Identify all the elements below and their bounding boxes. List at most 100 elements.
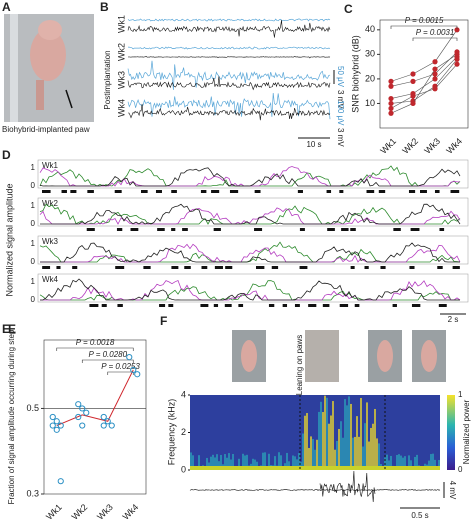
y-tick-label: 1: [31, 277, 36, 286]
colorbar: [447, 395, 455, 470]
step-marker: [229, 190, 239, 193]
trace: [39, 203, 461, 225]
step-marker: [42, 190, 51, 193]
step-marker: [130, 228, 139, 231]
spectrogram-col: [366, 402, 368, 470]
step-marker: [155, 190, 162, 193]
step-marker: [213, 304, 219, 307]
photo: [305, 330, 339, 382]
step-marker: [437, 266, 443, 269]
photo-mouse: [377, 340, 393, 372]
point: [410, 78, 416, 84]
trace: [319, 470, 376, 503]
trace: [127, 60, 331, 90]
spectrogram-col: [302, 433, 304, 470]
spectrogram-col: [300, 461, 302, 470]
step-marker: [452, 266, 460, 269]
point: [49, 422, 56, 429]
bracket: [81, 359, 134, 363]
bracket: [107, 371, 134, 375]
point: [432, 59, 438, 65]
y-tick-label: 40: [365, 24, 375, 34]
traces: Wk1 0 1 Wk2 0 1 Wk3 0 1 Wk4 0 1 2 s: [31, 159, 469, 324]
point: [410, 93, 416, 99]
point: [75, 401, 82, 408]
spectrogram-col: [434, 459, 436, 470]
point: [454, 51, 460, 57]
spectrogram-col: [246, 454, 248, 470]
panel-letter: A: [2, 0, 11, 14]
row-label: Wk3: [116, 71, 126, 89]
plot-frame: [379, 19, 469, 129]
step-marker: [438, 304, 447, 307]
colorbar-tick-label: 1: [458, 390, 463, 399]
spectrogram-col: [342, 437, 344, 470]
photo-detail: [10, 14, 18, 122]
step-marker: [214, 266, 223, 269]
step-marker: [171, 266, 179, 269]
spectrogram-col: [362, 446, 364, 470]
spectrogram-col: [340, 421, 342, 470]
series-line: [390, 59, 458, 104]
point: [432, 86, 438, 92]
spectrogram-col: [206, 457, 208, 470]
series-line: [390, 29, 458, 82]
point: [79, 405, 86, 412]
spectrogram-floor: [190, 466, 440, 470]
spectrogram-col: [232, 453, 234, 470]
series-line: [390, 51, 458, 87]
point: [432, 76, 438, 82]
trace: [39, 166, 460, 187]
spectrogram-col: [288, 461, 290, 470]
y-tick-label: 1: [31, 163, 36, 172]
point: [454, 61, 460, 67]
annotation: Leaning on paws: [295, 335, 304, 396]
step-marker: [420, 190, 427, 193]
step-marker: [354, 304, 360, 307]
spectrogram-col: [314, 449, 316, 470]
bracket: [390, 25, 458, 29]
row-label: Wk2: [116, 43, 126, 61]
series-line: [390, 54, 458, 114]
step-marker: [268, 304, 275, 307]
row-frame: [37, 273, 469, 303]
spectrogram-col: [428, 460, 430, 470]
point: [454, 56, 460, 62]
spectrogram-col: [364, 423, 366, 470]
step-marker: [434, 190, 440, 193]
spectrogram-col: [242, 453, 244, 470]
row-frame: [37, 235, 469, 265]
spectrogram-col: [192, 455, 194, 470]
x-tick-label: Wk2: [400, 136, 420, 156]
spectrogram-col: [376, 438, 378, 470]
trace: [39, 241, 461, 263]
spectrogram-col: [278, 452, 280, 470]
scale-label: 100 μV: [336, 100, 345, 126]
row-label: Wk1: [116, 15, 126, 33]
point: [388, 100, 394, 107]
row-label: Wk1: [42, 161, 59, 170]
trace: [40, 203, 461, 225]
point: [388, 78, 394, 84]
step-marker: [327, 228, 335, 231]
point: [100, 422, 107, 429]
point: [49, 413, 56, 421]
spectrogram-col: [320, 401, 322, 470]
caption: Biohybrid-implanted paw: [2, 125, 90, 134]
spectrogram-col: [254, 459, 256, 470]
step-marker: [200, 190, 207, 193]
pointer: [65, 89, 73, 109]
panel-letter: D: [2, 148, 11, 162]
spectrogram-col: [294, 456, 296, 470]
trace: [127, 76, 331, 91]
step-marker: [339, 190, 344, 193]
spectrogram-col: [292, 455, 294, 470]
spectrogram-col: [398, 454, 400, 470]
x-tick-label: Wk1: [44, 502, 64, 522]
scale-label: 2 s: [448, 315, 459, 324]
step-marker: [350, 266, 355, 269]
spectrogram-col: [238, 458, 240, 470]
